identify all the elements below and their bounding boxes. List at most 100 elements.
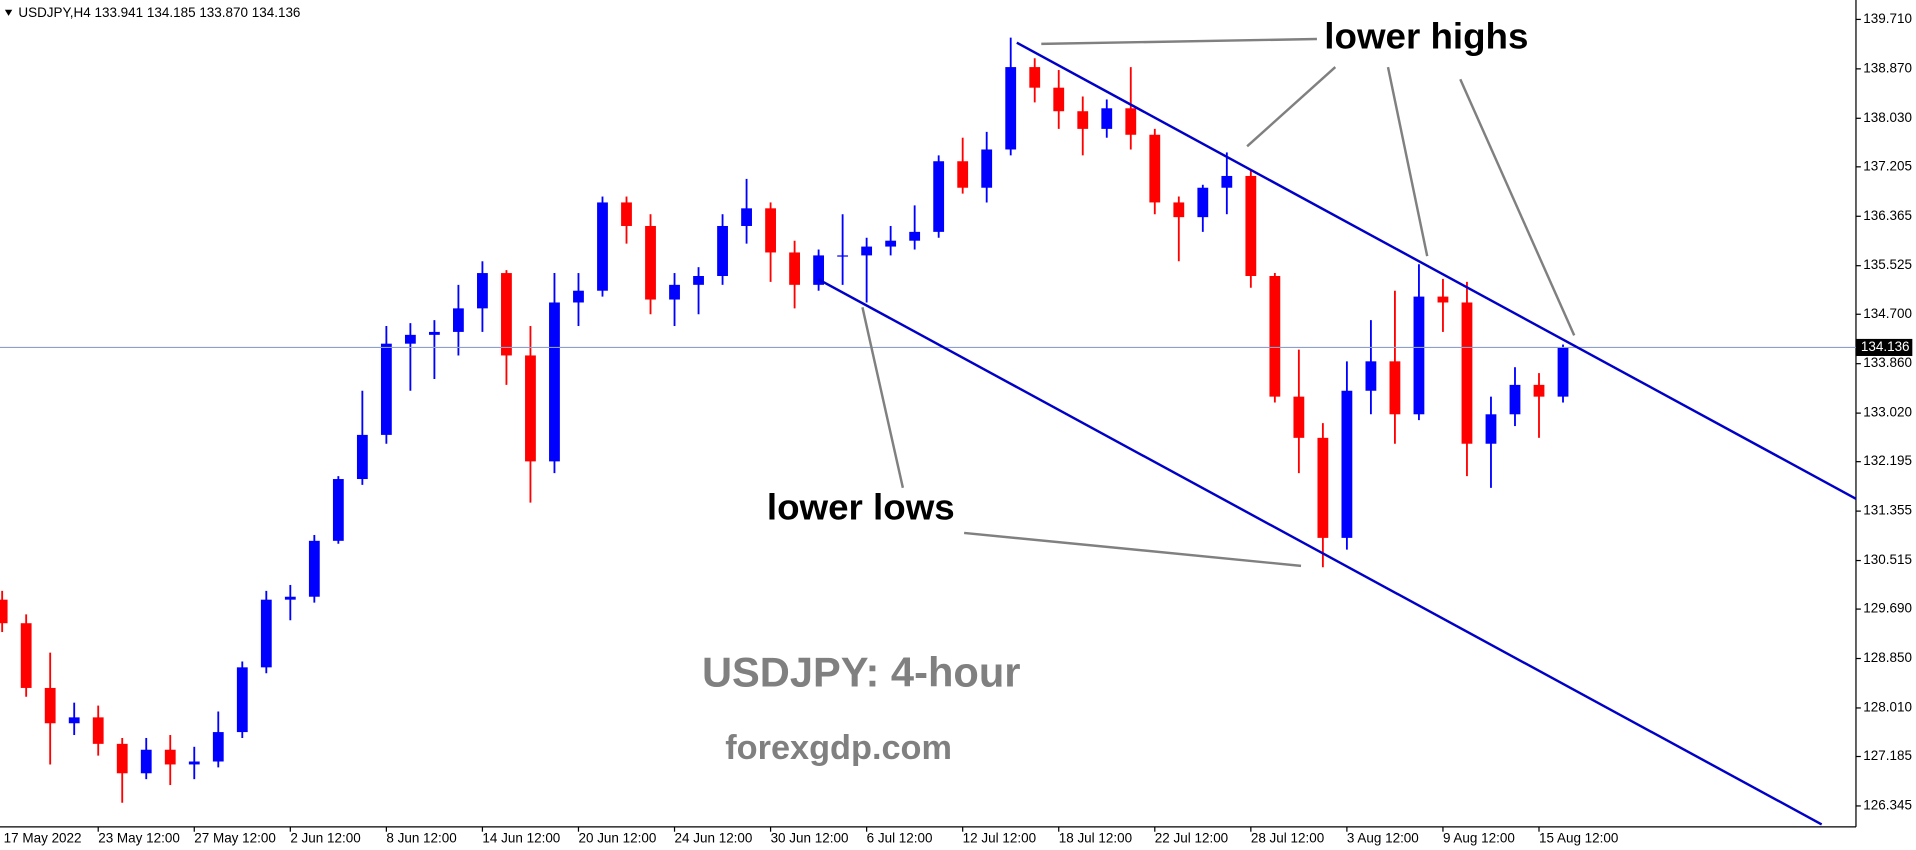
candle-body [1557, 347, 1569, 397]
y-tick-label: 127.185 [1863, 748, 1912, 763]
x-tick-label: 28 Jul 12:00 [1251, 831, 1324, 846]
candle-body [164, 749, 176, 765]
candle-body [885, 240, 897, 247]
candle-body [717, 225, 728, 277]
candle-body [525, 355, 536, 462]
candle-body [1197, 187, 1209, 218]
candle-body [1269, 276, 1281, 397]
candle-body [1293, 396, 1305, 438]
candle-body [477, 273, 488, 309]
candle-body [1101, 108, 1113, 129]
candle-body [837, 255, 849, 257]
candle-body [1509, 384, 1521, 415]
candle-body [981, 149, 993, 188]
x-tick-label: 24 Jun 12:00 [675, 831, 753, 846]
y-tick-label: 139.710 [1863, 11, 1912, 26]
candle-body [741, 208, 752, 226]
candle-body [404, 334, 416, 344]
upper-trendline [1016, 41, 1857, 500]
candle-body [861, 246, 873, 256]
candle-body [597, 202, 608, 291]
candle-body [428, 331, 440, 335]
candle-body [1437, 296, 1449, 303]
candle-body [20, 623, 32, 688]
candle-body [260, 599, 272, 668]
annotation: lower lows [767, 486, 955, 527]
candle-body [789, 252, 800, 285]
y-tick-label: 133.860 [1863, 355, 1912, 370]
candle-body [669, 284, 680, 300]
candle-body [693, 276, 704, 285]
candle-body [332, 479, 344, 541]
candle-body [1149, 134, 1161, 203]
candle-body [1389, 361, 1401, 415]
candle-body [380, 343, 392, 435]
candle-body [933, 161, 945, 232]
y-tick-label: 134.700 [1863, 306, 1912, 321]
y-tick-label: 137.205 [1863, 158, 1912, 173]
candle-body [621, 202, 632, 226]
plot-area: 139.710 138.870 138.030 137.205 136.365 135.5… [0, 11, 1913, 846]
candle-body [116, 743, 128, 774]
y-tick-label: 130.515 [1863, 552, 1912, 567]
candle-body [212, 732, 224, 762]
candle-body [1029, 67, 1041, 88]
x-tick-label: 2 Jun 12:00 [290, 831, 360, 846]
candle-body [236, 667, 248, 733]
x-tick-label: 3 Aug 12:00 [1347, 831, 1419, 846]
pointer [1459, 78, 1576, 336]
lower-trendline [817, 278, 1823, 826]
symbol-header: USDJPY,H4 133.941 134.185 133.870 134.13… [18, 5, 300, 20]
x-tick-label: 22 Jul 12:00 [1155, 831, 1228, 846]
candle-body [573, 290, 584, 303]
x-tick-label: 23 May 12:00 [98, 831, 180, 846]
candle-body [1245, 175, 1257, 277]
menu-arrow [4, 9, 13, 16]
candle-body [284, 596, 296, 600]
candle-body [549, 302, 560, 462]
candle-body [909, 231, 921, 241]
candle-body [1005, 67, 1017, 150]
y-tick-label: 128.850 [1863, 650, 1912, 665]
candle-body [140, 749, 152, 774]
x-tick-label: 15 Aug 12:00 [1539, 831, 1618, 846]
x-tick-label: 14 Jun 12:00 [482, 831, 560, 846]
candle-body [1341, 390, 1353, 538]
y-tick-label: 138.870 [1863, 60, 1912, 75]
candle-body [188, 761, 200, 765]
y-tick-label: 136.365 [1863, 208, 1912, 223]
watermark: forexgdp.com [725, 729, 952, 767]
candle-body [1413, 296, 1425, 415]
candle-body [308, 540, 320, 597]
candle-body [957, 161, 969, 188]
watermark: USDJPY: 4-hour [702, 649, 1021, 696]
x-tick-label: 20 Jun 12:00 [578, 831, 656, 846]
candle-body [1533, 384, 1545, 397]
pointer [1246, 66, 1337, 148]
candle-body [1365, 361, 1377, 391]
candle-body [68, 717, 80, 724]
y-tick-label: 132.195 [1863, 453, 1912, 468]
candle-body [356, 434, 368, 480]
y-tick-label: 126.345 [1863, 798, 1912, 813]
x-tick-label: 8 Jun 12:00 [386, 831, 456, 846]
pointer [861, 307, 905, 489]
pointer [1041, 37, 1317, 46]
candle-body [1317, 437, 1329, 538]
candle-body [501, 273, 512, 356]
candle-body [1461, 302, 1473, 444]
y-tick-label: 129.690 [1863, 601, 1912, 616]
candle-body [813, 255, 825, 285]
x-tick-label: 9 Aug 12:00 [1443, 831, 1515, 846]
annotation: lower highs [1324, 16, 1528, 57]
y-tick-label: 131.355 [1863, 503, 1912, 518]
candle-body [1077, 111, 1089, 129]
pointer [964, 531, 1302, 568]
candle-body [453, 308, 464, 332]
candle-body [44, 687, 56, 724]
last-price-label: 134.136 [1861, 339, 1910, 354]
candle-body [1485, 414, 1497, 444]
